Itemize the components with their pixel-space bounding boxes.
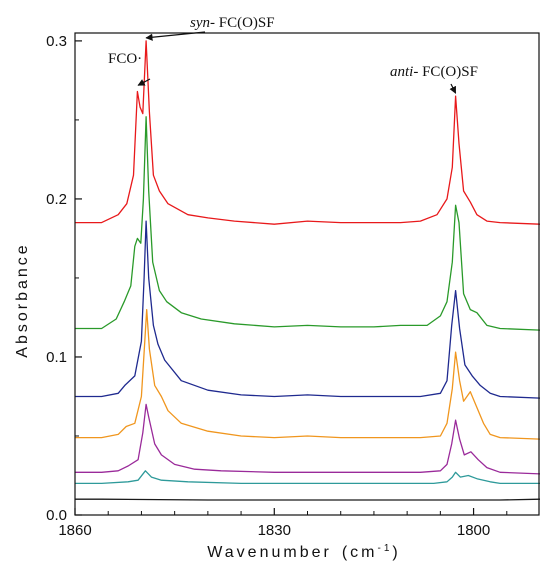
x-axis-unit-close: ): [392, 544, 400, 561]
annotation-arrow-2: [145, 31, 206, 41]
series-line-2: [75, 116, 540, 331]
series-layer: [75, 40, 540, 501]
y-tick-label: 0.2: [46, 191, 67, 208]
series-line-1: [75, 40, 540, 225]
x-axis-label: Wavenumber (cm-1): [207, 543, 400, 561]
y-tick-label: 0.0: [46, 507, 67, 524]
series-line-7: [75, 498, 540, 501]
annotation-arrow-3: [449, 83, 457, 94]
y-tick-label: 0.3: [46, 33, 67, 50]
annotation-label-2: syn- FC(O)SF: [190, 15, 275, 31]
series-line-3: [75, 220, 540, 399]
annotation-arrow-1: [137, 78, 151, 86]
x-tick-label: 1800: [457, 522, 490, 539]
x-axis-unit-sup: -1: [377, 543, 392, 554]
series-line-5: [75, 403, 540, 475]
x-tick-label: 1860: [58, 522, 91, 539]
tick-layer: 1860 1830 1800 0.0 0.1 0.2 0.3: [46, 33, 508, 539]
series-line-6: [75, 470, 540, 485]
annotation-label-1: FCO·: [108, 51, 142, 67]
x-axis-unit: (cm: [342, 544, 378, 561]
y-axis-label: Absorbance: [14, 242, 31, 357]
x-axis-label-text: Wavenumber: [207, 544, 332, 561]
annotation-layer: FCO· syn- FC(O)SF anti- FC(O)SF: [108, 15, 478, 94]
x-tick-label: 1830: [258, 522, 291, 539]
series-line-4: [75, 308, 540, 440]
y-tick-label: 0.1: [46, 349, 67, 366]
annotation-label-3: anti- FC(O)SF: [390, 64, 478, 80]
